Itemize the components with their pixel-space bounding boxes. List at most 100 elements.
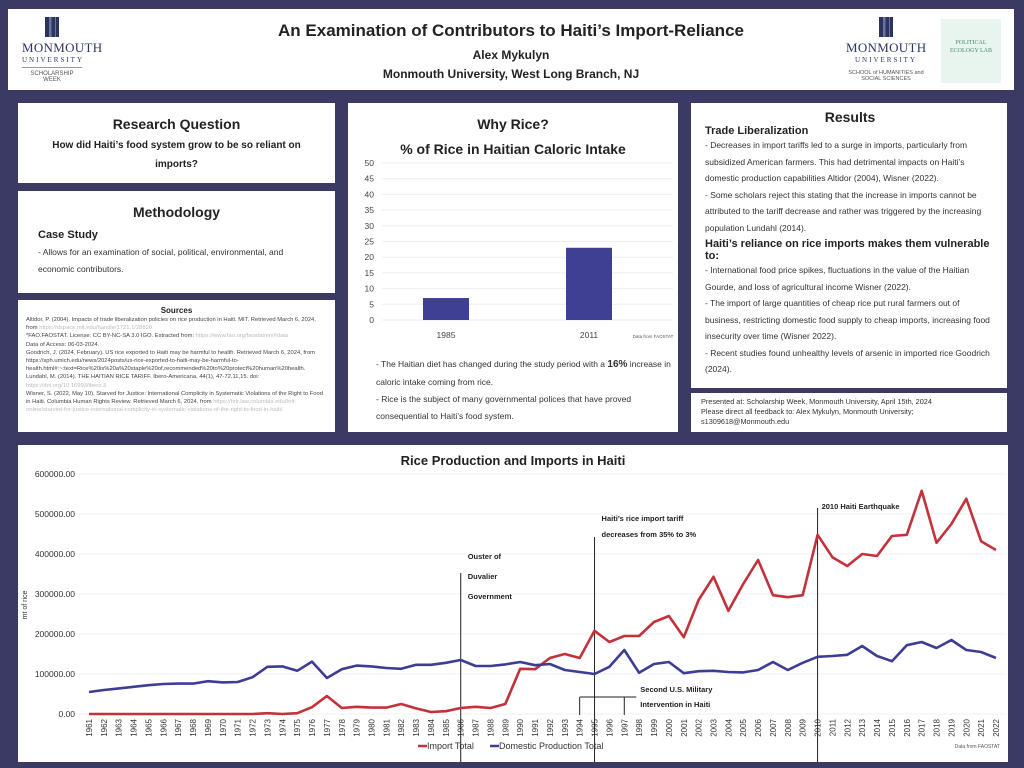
x-tick-label: 2014 [873,718,882,736]
x-tick-label: 1966 [159,718,168,736]
results-text: - Some scholars reject this stating that… [705,189,982,233]
x-tick-label: 2011 [828,718,837,736]
x-tick-label: 1998 [635,718,644,736]
y-tick-label: 600000.00 [35,469,75,479]
poster-title: An Examination of Contributors to Haiti’… [278,21,744,40]
x-tick-label: 1997 [620,718,629,736]
y-tick-label: 20 [365,252,375,262]
x-tick-label: 2019 [947,718,956,736]
x-tick-label: 2020 [962,718,971,736]
series-line-domestic-production-total [88,638,997,694]
results-text: - Recent studies found unhealthy levels … [705,347,990,375]
annotation-label: Duvalier [468,572,498,581]
x-tick-label: 2018 [933,718,942,736]
x-tick-label: 2017 [918,718,927,736]
x-tick-label: 1990 [516,718,525,736]
y-tick-label: 100000.00 [35,669,75,679]
x-tick-label: 2015 [888,718,897,736]
source-citation: *FAO.FAOSTAT. License: CC BY-NC-SA 3.0 I… [26,333,196,340]
y-tick-label: 5 [369,299,374,309]
x-tick-label: 1989 [501,718,510,736]
legend-label: Import Total [427,741,474,751]
x-tick-label: 1985 [437,330,456,340]
x-tick-label: 1969 [204,718,213,736]
y-tick-label: 500000.00 [35,509,75,519]
x-tick-label: 2016 [903,718,912,736]
annotation-label: 2010 Haiti Earthquake [822,502,900,511]
x-tick-label: 1970 [219,718,228,736]
rice-caloric-intake-chart: % of Rice in Haitian Caloric Intake 0 5 10 1… [365,141,674,340]
x-tick-label: 1978 [338,718,347,736]
y-tick-label: 25 [365,237,375,247]
x-tick-label: 1982 [397,718,406,736]
x-tick-label: 2004 [724,718,733,736]
poster-header: MONMOUTH UNIVERSITY SCHOLARSHIP WEEK An … [8,9,1014,90]
x-tick-label: 2005 [739,718,748,736]
x-tick-label: 2011 [580,330,599,340]
x-tick-label: 2003 [709,718,718,736]
source-entry: *FAO.FAOSTAT. License: CC BY-NC-SA 3.0 I… [26,332,327,348]
source-link[interactable]: https://www.fao.org/faostat/en/#data [195,333,289,340]
results-text: - Decreases in import tariffs led to a s… [705,140,968,183]
x-tick-label: 1985 [442,718,451,736]
x-tick-label: 2000 [665,718,674,736]
x-tick-label: 1963 [115,718,124,736]
why-rice-panel: Why Rice? % of Rice in Haitian Caloric I… [348,103,678,432]
increase-percent: 16% [607,359,628,370]
y-tick-label: 40 [365,189,375,199]
bullet-text: - The Haitian diet has changed during th… [376,359,608,369]
x-tick-label: 2013 [858,718,867,736]
source-citation: Goodrich, J. (2024, February). US rice e… [26,349,316,373]
monmouth-humanities-logo: MONMOUTH UNIVERSITY SCHOOL of HUMANITIES… [846,17,926,82]
y-tick-label: 200000.00 [35,629,75,639]
y-tick-label: 15 [365,268,375,278]
x-tick-label: 1971 [234,718,243,736]
data-source-note: Data from FAOSTAT [955,744,1000,750]
y-tick-label: 30 [365,221,375,231]
x-tick-label: 1980 [368,718,377,736]
x-tick-label: 1992 [546,718,555,736]
source-link[interactable]: https://doi.org/10.16993/ibero.3 [26,382,107,389]
x-tick-label: 1964 [130,718,139,736]
source-citation: Lundahl, M. (2014). THE HAITIAN RICE TAR… [26,374,260,381]
x-tick-label: 1991 [531,718,540,736]
x-tick-label: 1984 [427,718,436,736]
rice-production-imports-chart: Rice Production and Imports in Haiti 0.00… [22,453,1006,762]
x-tick-label: 1975 [293,718,302,736]
data-source-note: Data from FAOSTAT [633,334,674,339]
x-tick-label: 1993 [561,718,570,736]
x-tick-label: 2001 [680,718,689,736]
results-text: - The import of large quantities of chea… [705,298,990,341]
bar-2011 [566,247,612,320]
x-tick-label: 1973 [263,718,272,736]
x-tick-label: 1961 [85,718,94,736]
x-tick-label: 1967 [174,718,183,736]
sources-title: Sources [160,306,193,315]
x-tick-label: 1965 [144,718,153,736]
source-citation: Altidor, P. (2004). Impacts of trade lib… [26,317,316,332]
y-tick-label: 0 [369,315,374,325]
y-tick-label: 400000.00 [35,549,75,559]
annotation-label: Intervention in Haiti [640,700,710,709]
methodology-panel: Methodology Case Study - Allows for an e… [18,191,335,293]
bar-1985 [423,298,469,320]
series-line-import-total [89,489,997,716]
annotation-label: Government [468,592,513,601]
trade-liberalization-heading: Trade Liberalization [705,125,809,137]
vulnerability-heading: Haiti’s reliance on rice imports makes t… [705,238,990,262]
x-tick-label: 1972 [249,718,258,736]
sources-panel: Sources Altidor, P. (2004). Impacts of t… [18,300,335,432]
source-citation: Wisner, S. (2022, May 10). Starved for J… [26,390,323,406]
x-tick-label: 2008 [784,718,793,736]
affiliation: Monmouth University, West Long Branch, N… [382,67,640,81]
source-entry: Goodrich, J. (2024, February). US rice e… [26,349,327,374]
annotation-label: Haiti’s rice import tariff [602,514,684,523]
research-question-text: How did Haiti’s food system grow to be s… [52,140,301,170]
methodology-title: Methodology [132,204,221,220]
x-tick-label: 1976 [308,718,317,736]
x-tick-label: 1987 [472,718,481,736]
annotation-label: decreases from 35% to 3% [602,530,697,539]
x-tick-label: 1983 [412,718,421,736]
source-link[interactable]: https://dspace.mit.edu/handle/1721.1/288… [39,325,153,332]
source-link[interactable]: https://hrlr.law.columbia.edu/hrlr-onlin… [26,399,297,414]
